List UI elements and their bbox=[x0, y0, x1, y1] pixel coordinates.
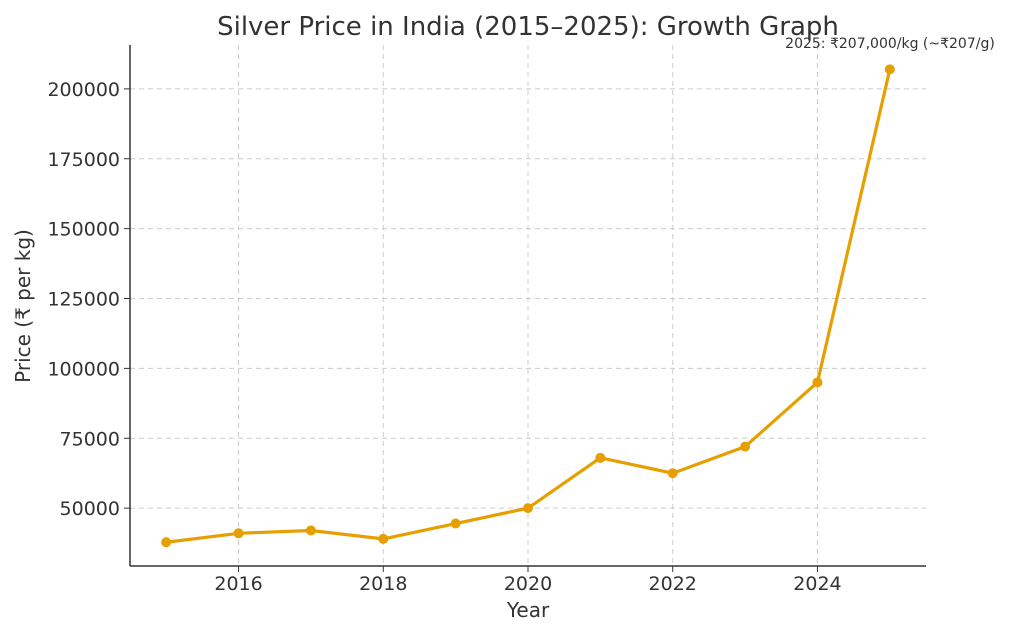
data-point bbox=[740, 441, 751, 452]
series bbox=[161, 64, 895, 548]
y-tick-label: 175000 bbox=[47, 149, 120, 171]
x-tick-label: 2024 bbox=[793, 573, 841, 595]
data-point bbox=[523, 503, 533, 514]
y-axis-label: Price (₹ per kg) bbox=[11, 229, 35, 383]
data-point bbox=[233, 528, 244, 539]
data-point bbox=[161, 537, 172, 548]
data-point bbox=[450, 518, 461, 529]
data-point bbox=[884, 64, 895, 75]
x-tick-label: 2022 bbox=[649, 573, 697, 595]
x-tick-label: 2020 bbox=[504, 573, 552, 595]
y-tick-label: 150000 bbox=[47, 219, 120, 241]
x-tick-label: 2018 bbox=[359, 573, 407, 595]
y-tick-label: 100000 bbox=[47, 358, 120, 380]
chart-title: Silver Price in India (2015–2025): Growt… bbox=[217, 12, 839, 42]
x-tick-label: 2016 bbox=[214, 573, 262, 595]
data-point bbox=[378, 533, 389, 544]
data-point bbox=[595, 452, 606, 463]
data-point bbox=[667, 468, 678, 479]
y-tick-label: 50000 bbox=[60, 498, 120, 520]
ticks: 2016 2018 2020 2022 2024 50000 75000 100000 1250… bbox=[47, 79, 841, 595]
y-tick-label: 200000 bbox=[47, 79, 120, 101]
annotation: 2025: ₹207,000/kg (~₹207/g) bbox=[785, 36, 995, 52]
data-point bbox=[812, 377, 823, 388]
grid bbox=[130, 45, 926, 566]
y-tick-label: 125000 bbox=[47, 289, 120, 311]
x-axis-label: Year bbox=[506, 598, 550, 622]
data-point bbox=[305, 525, 316, 536]
y-tick-label: 75000 bbox=[60, 428, 120, 450]
